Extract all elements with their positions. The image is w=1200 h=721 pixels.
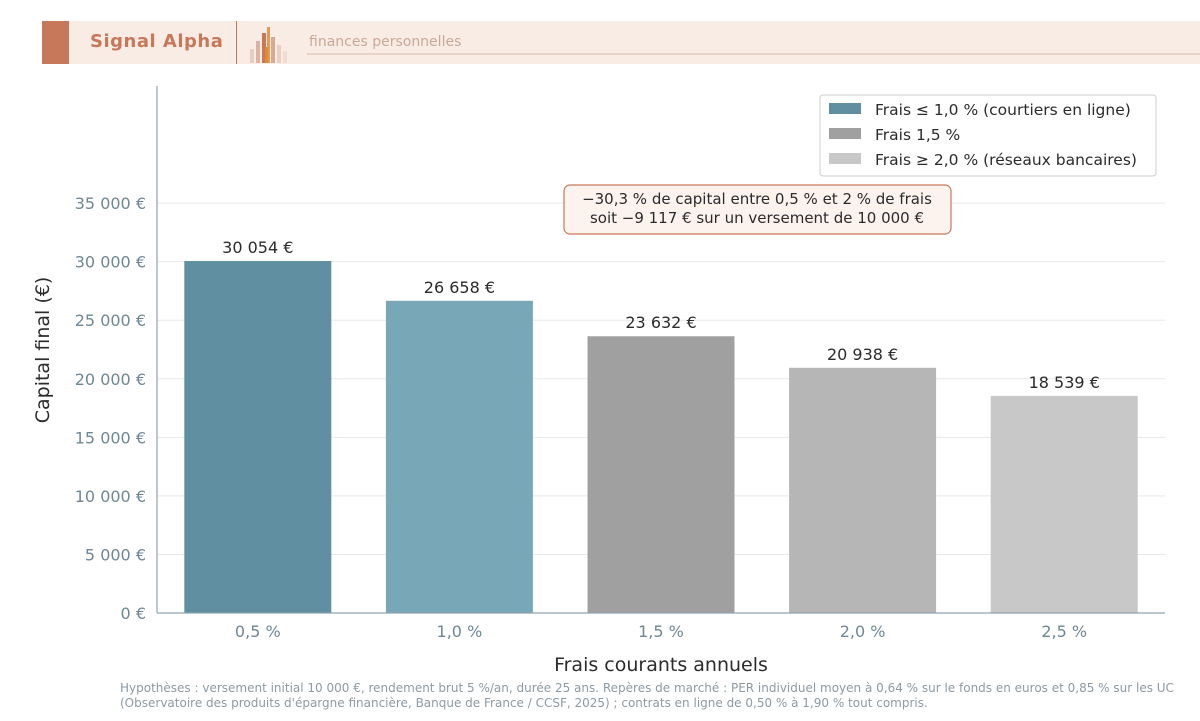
legend-frame xyxy=(819,94,1157,177)
legend-label-1: Frais 1,5 % xyxy=(875,126,960,144)
annotation-line-1: −30,3 % de capital entre 0,5 % et 2 % de… xyxy=(582,190,932,208)
bar-value-label: 18 539 € xyxy=(1029,373,1100,392)
tagline: finances personnelles xyxy=(309,34,462,50)
bar xyxy=(789,367,937,613)
x-tick-label: 2,0 % xyxy=(840,622,886,641)
x-tick-labels: 0,5 % 1,0 % 1,5 % 2,0 % 2,5 % xyxy=(235,622,1087,641)
y-tick-label: 10 000 € xyxy=(75,487,146,506)
legend-label-2: Frais ≥ 2,0 % (réseaux bancaires) xyxy=(875,151,1137,169)
bar-value-label: 26 658 € xyxy=(424,278,495,297)
y-tick-label: 20 000 € xyxy=(75,370,146,389)
annotation-line-2: soit −9 117 € sur un versement de 10 000… xyxy=(590,209,924,227)
axes xyxy=(156,86,1165,614)
y-tick-label: 5 000 € xyxy=(85,545,146,564)
annotation-box: −30,3 % de capital entre 0,5 % et 2 % de… xyxy=(563,184,952,235)
header-banner: Signal Alpha finances personnelles xyxy=(42,21,1200,64)
y-tick-label: 25 000 € xyxy=(75,311,146,330)
legend-swatch-2 xyxy=(829,153,861,164)
y-tick-label: 15 000 € xyxy=(75,428,146,447)
footnote-line-2: (Observatoire des produits d'épargne fin… xyxy=(120,696,928,710)
x-tick-label: 1,0 % xyxy=(437,622,483,641)
y-tick-labels: 0 € 5 000 € 10 000 € 15 000 € 20 000 € 25 000… xyxy=(75,194,146,623)
bar xyxy=(385,300,533,613)
legend-label-0: Frais ≤ 1,0 % (courtiers en ligne) xyxy=(875,101,1131,119)
bar-chart-logo-icon xyxy=(250,27,287,63)
legend-swatch-1 xyxy=(829,128,861,139)
x-tick-label: 0,5 % xyxy=(235,622,281,641)
y-axis-label: Capital final (€) xyxy=(32,277,54,424)
x-tick-label: 1,5 % xyxy=(638,622,684,641)
bars xyxy=(184,261,1138,613)
y-tick-label: 30 000 € xyxy=(75,253,146,272)
banner-separator xyxy=(236,21,237,64)
bar-value-label: 23 632 € xyxy=(625,313,696,332)
footnote: Hypothèses : versement initial 10 000 €,… xyxy=(120,681,1195,711)
bar-value-label: 30 054 € xyxy=(222,238,293,257)
footnote-line-1: Hypothèses : versement initial 10 000 €,… xyxy=(120,681,1174,695)
tagline-rule xyxy=(307,53,1200,55)
brand-name: Signal Alpha xyxy=(90,31,224,52)
y-tick-label: 35 000 € xyxy=(75,194,146,213)
bar xyxy=(184,261,332,613)
legend: Frais ≤ 1,0 % (courtiers en ligne) Frais… xyxy=(819,94,1157,177)
bar-value-label: 20 938 € xyxy=(827,345,898,364)
bar xyxy=(990,395,1138,613)
y-tick-label: 0 € xyxy=(121,604,146,623)
bar-value-labels: 30 054 € 26 658 € 23 632 € 20 938 € 18 539 € xyxy=(222,238,1100,392)
bar xyxy=(587,336,735,613)
x-tick-label: 2,5 % xyxy=(1041,622,1087,641)
legend-swatch-0 xyxy=(829,103,861,114)
banner-accent xyxy=(42,21,69,64)
x-axis-label: Frais courants annuels xyxy=(554,654,768,676)
